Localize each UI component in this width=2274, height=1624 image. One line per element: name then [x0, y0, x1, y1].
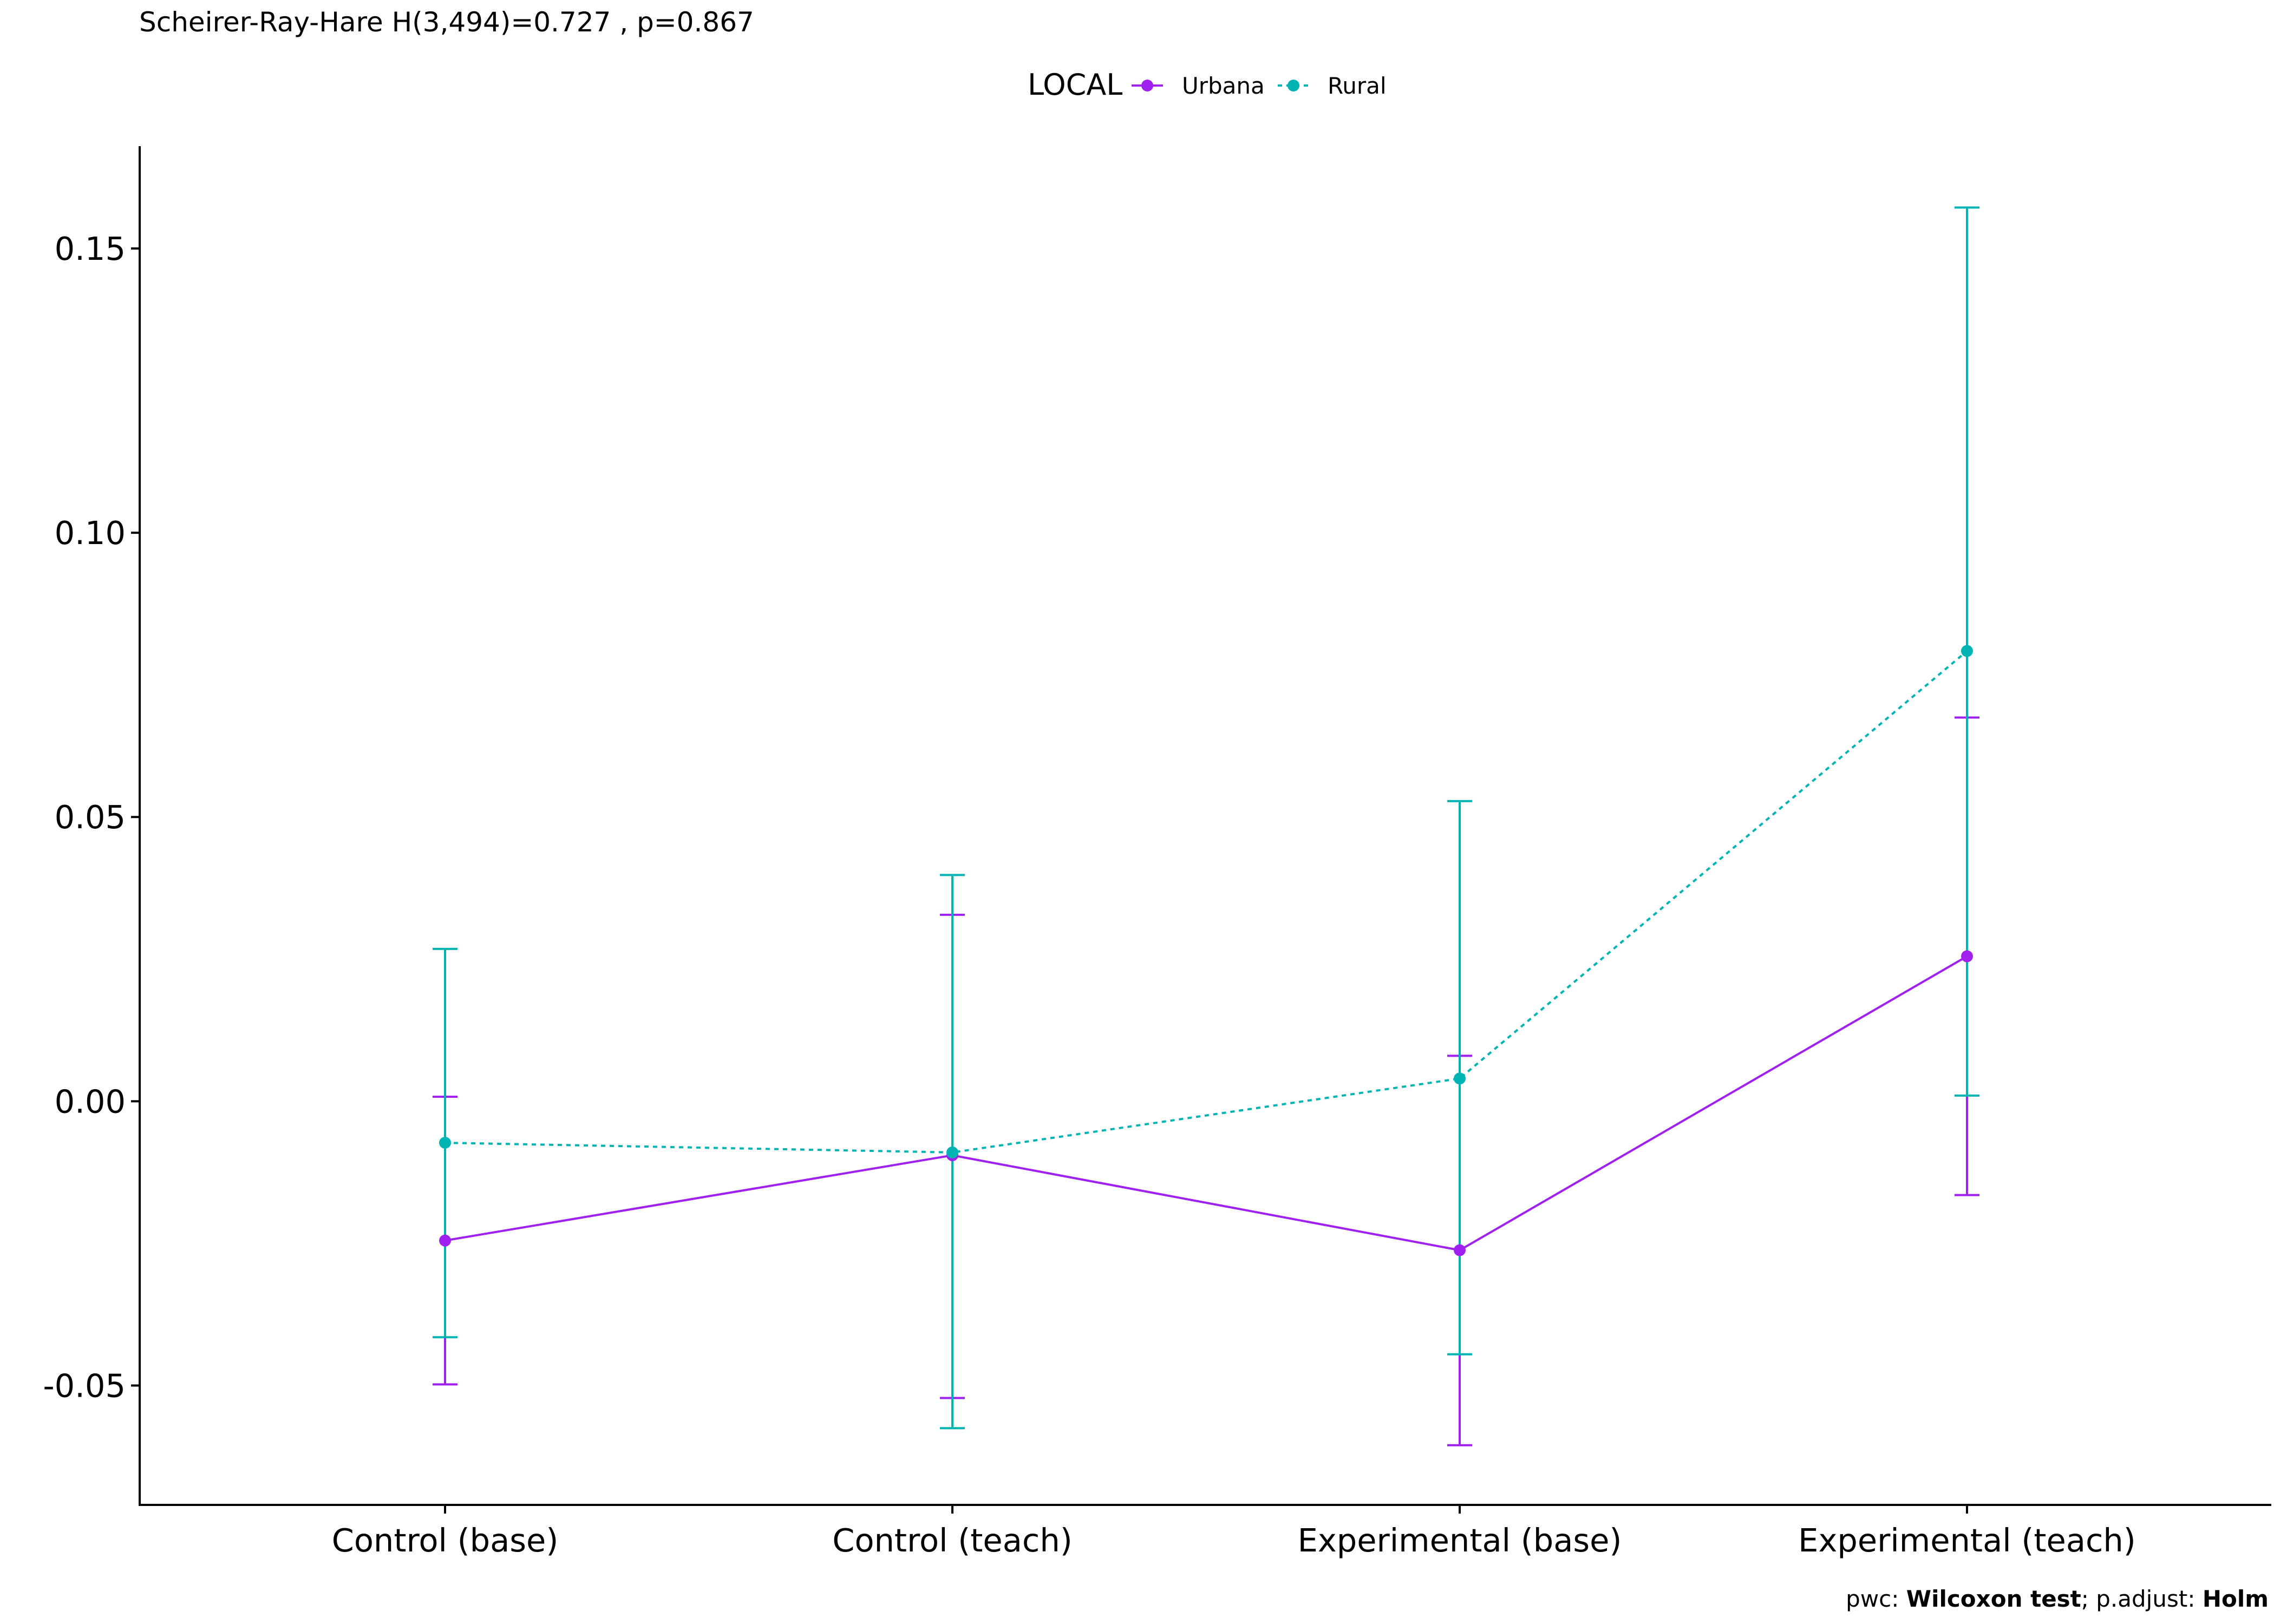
x-tick-label: Control (teach) [832, 1522, 1072, 1559]
x-tick-label: Control (base) [332, 1522, 559, 1559]
y-tick-label: -0.05 [43, 1367, 126, 1404]
data-point-rural [1454, 1072, 1466, 1085]
data-point-rural [946, 1146, 958, 1158]
chart-caption: pwc: Wilcoxon test; p.adjust: Holm [1846, 1586, 2269, 1612]
caption-test: Wilcoxon test [1906, 1586, 2081, 1612]
y-tick-label: 0.00 [55, 1083, 126, 1120]
legend: LOCAL Urbana Rural [1028, 68, 1387, 102]
y-tick-label: 0.10 [55, 514, 126, 552]
data-point-urbana [1961, 950, 1973, 962]
legend-label: Urbana [1182, 73, 1265, 99]
series-line-urbana [445, 955, 1968, 1252]
legend-item-urbana: Urbana [1132, 73, 1265, 99]
chart-subtitle: Scheirer-Ray-Hare H(3,494)=0.727 , p=0.8… [139, 6, 754, 38]
data-point-rural [1961, 645, 1973, 657]
y-tick-label: 0.05 [55, 798, 126, 836]
caption-middle: ; p.adjust: [2081, 1586, 2203, 1612]
x-tick-label: Experimental (teach) [1798, 1522, 2136, 1559]
data-point-urbana [1454, 1244, 1466, 1256]
plot-area [433, 206, 1979, 1446]
legend-label: Rural [1328, 73, 1387, 99]
series-line-rural [445, 650, 1968, 1154]
legend-title: LOCAL [1028, 68, 1122, 102]
legend-key-point [1288, 80, 1299, 91]
legend-item-rural: Rural [1278, 73, 1387, 99]
x-tick-label: Experimental (base) [1298, 1522, 1622, 1559]
y-tick-label: 0.15 [55, 230, 126, 267]
data-point-urbana [439, 1234, 451, 1247]
caption-prefix: pwc: [1846, 1586, 1906, 1612]
caption-method: Holm [2203, 1586, 2269, 1612]
axes: -0.05 0.00 0.05 0.10 0.15 Control (base) Contr… [43, 146, 2271, 1559]
legend-key-point [1141, 80, 1153, 91]
data-point-rural [439, 1137, 451, 1149]
